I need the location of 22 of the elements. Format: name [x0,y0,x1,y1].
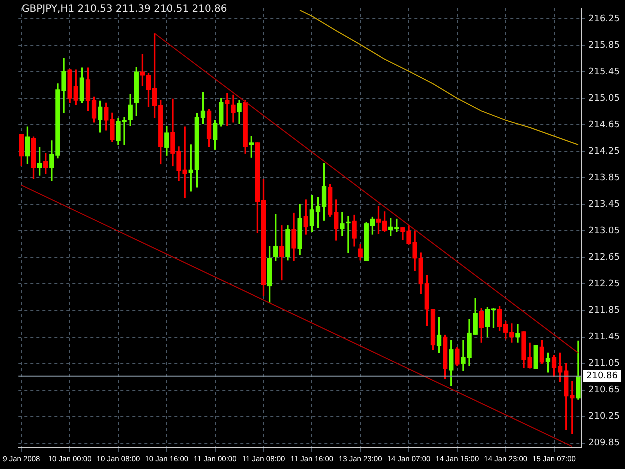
y-tick-label: 210.65 [588,386,620,396]
y-tick-label: 216.25 [588,14,620,24]
y-tick-label: 212.25 [588,280,620,290]
y-tick-label: 210.25 [588,412,620,422]
y-tick-label: 213.45 [588,200,620,210]
y-tick-label: 211.05 [588,359,620,370]
chart-title: GBPJPY,H1 210.53 211.39 210.51 210.86 [22,4,228,15]
candlestick [516,324,520,343]
y-tick-label: 213.05 [588,226,620,237]
y-tick-label: 209.85 [588,438,620,449]
y-tick-label: 211.45 [588,332,620,343]
y-tick-label: 215.45 [588,67,620,78]
candlestick [225,92,230,126]
y-tick-label: 214.25 [588,146,620,157]
y-tick-label: 213.85 [588,173,620,184]
y-tick-label: 214.65 [588,120,620,130]
y-tick-label: 215.85 [588,40,620,51]
ref-line-label: 210.86 [586,372,618,382]
y-tick-label: 215.05 [588,94,620,104]
y-tick-label: 212.65 [588,253,620,264]
candlestick [346,216,351,254]
y-tick-label: 211.85 [588,306,620,316]
